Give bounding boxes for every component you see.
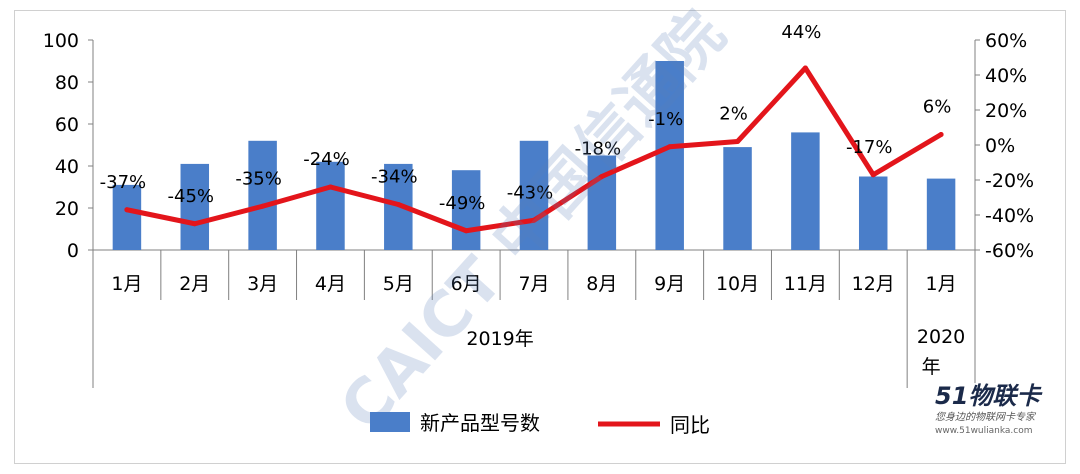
category-label-8: 8月 — [586, 273, 617, 295]
line-data-label-10: 2% — [719, 104, 748, 125]
line-data-label-4: -24% — [303, 149, 350, 170]
axes: 0 20 40 60 80 100 -60% -40% -20% 0% 20% 40% 60% — [43, 30, 1034, 388]
line-data-label-11: 44% — [781, 22, 821, 43]
left-tick-label: 40 — [55, 156, 79, 178]
bar-3 — [248, 140, 277, 250]
bar-1 — [112, 184, 142, 250]
line-series — [124, 65, 944, 234]
category-label-4: 4月 — [315, 273, 346, 295]
category-label-3: 3月 — [247, 273, 278, 295]
left-tick-label: 20 — [55, 198, 79, 220]
line-point-7 — [531, 217, 537, 223]
right-tick-label: -40% — [985, 205, 1034, 227]
category-label-9: 9月 — [654, 273, 685, 295]
line-point-11 — [802, 65, 808, 71]
line-data-label-5: -34% — [371, 167, 418, 188]
bar-series — [112, 61, 956, 250]
line-point-6 — [463, 228, 469, 234]
brand-url: www.51wulianka.com — [935, 426, 1033, 436]
right-tick-label: 0% — [985, 135, 1015, 157]
bar-6 — [451, 170, 481, 250]
left-tick-label: 100 — [43, 30, 79, 52]
right-tick-label: -20% — [985, 170, 1034, 192]
bar-13 — [926, 178, 956, 250]
category-label-12: 12月 — [852, 273, 895, 295]
legend-swatch-bar — [370, 412, 410, 432]
line-data-label-8: -18% — [575, 139, 622, 160]
bar-7 — [519, 140, 549, 250]
line-data-label-7: -43% — [507, 182, 554, 203]
line-point-13 — [938, 132, 944, 137]
line-data-label-9: -1% — [648, 109, 683, 130]
category-label-2: 2月 — [179, 273, 210, 295]
line-point-5 — [395, 202, 401, 207]
group-label-2020-year: 2020 — [917, 326, 965, 348]
category-label-1: 1月 — [111, 273, 142, 295]
right-tick-label: 60% — [985, 30, 1027, 52]
right-tick-label: -60% — [985, 240, 1034, 262]
data-labels: -37% -45% -35% -24% -34% -49% -43% -18% -1% 2% 44%… — [100, 22, 952, 214]
line-point-4 — [327, 184, 333, 190]
line-data-label-3: -35% — [235, 168, 282, 189]
bar-12 — [858, 176, 888, 250]
bar-9 — [655, 61, 684, 250]
category-label-6: 6月 — [451, 273, 482, 295]
line-point-10 — [735, 139, 741, 144]
right-tick-label: 40% — [985, 65, 1027, 87]
bar-2 — [180, 163, 210, 250]
line-point-8 — [599, 174, 605, 179]
line-point-1 — [124, 207, 130, 213]
category-label-10: 10月 — [716, 273, 759, 295]
legend: 新产品型号数 同比 — [370, 411, 710, 437]
category-label-5: 5月 — [383, 273, 414, 295]
bar-10 — [723, 147, 752, 250]
line-data-label-2: -45% — [168, 186, 215, 207]
line-data-label-1: -37% — [100, 172, 147, 193]
line-data-label-12: -17% — [846, 137, 893, 158]
bar-11 — [791, 132, 820, 250]
right-tick-label: 20% — [985, 100, 1027, 122]
legend-label-bar: 新产品型号数 — [420, 411, 540, 435]
group-label-2020-suffix: 年 — [922, 356, 941, 378]
category-label-13: 1月 — [926, 273, 957, 295]
left-tick-label: 80 — [55, 72, 79, 94]
line-point-12 — [870, 172, 876, 178]
left-tick-label: 60 — [55, 114, 79, 136]
category-axis: 1月 2月 3月 4月 5月 6月 7月 8月 9月 10月 11月 12月 1月 2019年 2020 年 — [111, 250, 976, 388]
group-label-2019: 2019年 — [466, 328, 533, 350]
line-point-9 — [667, 144, 673, 150]
chart-frame — [14, 10, 1066, 464]
bar-4 — [316, 161, 345, 250]
line-point-3 — [260, 203, 266, 209]
legend-label-line: 同比 — [670, 413, 710, 437]
brand-logo-text: 51物联卡 — [935, 382, 1043, 410]
category-label-7: 7月 — [518, 273, 549, 295]
left-tick-label: 0 — [67, 240, 79, 262]
line-data-label-13: 6% — [923, 97, 952, 118]
category-label-11: 11月 — [784, 273, 827, 295]
brand-tagline: 您身边的物联网卡专家 — [935, 411, 1037, 423]
brand-backdrop — [930, 383, 1050, 407]
line-point-2 — [192, 221, 198, 227]
line-data-label-6: -49% — [439, 193, 486, 214]
